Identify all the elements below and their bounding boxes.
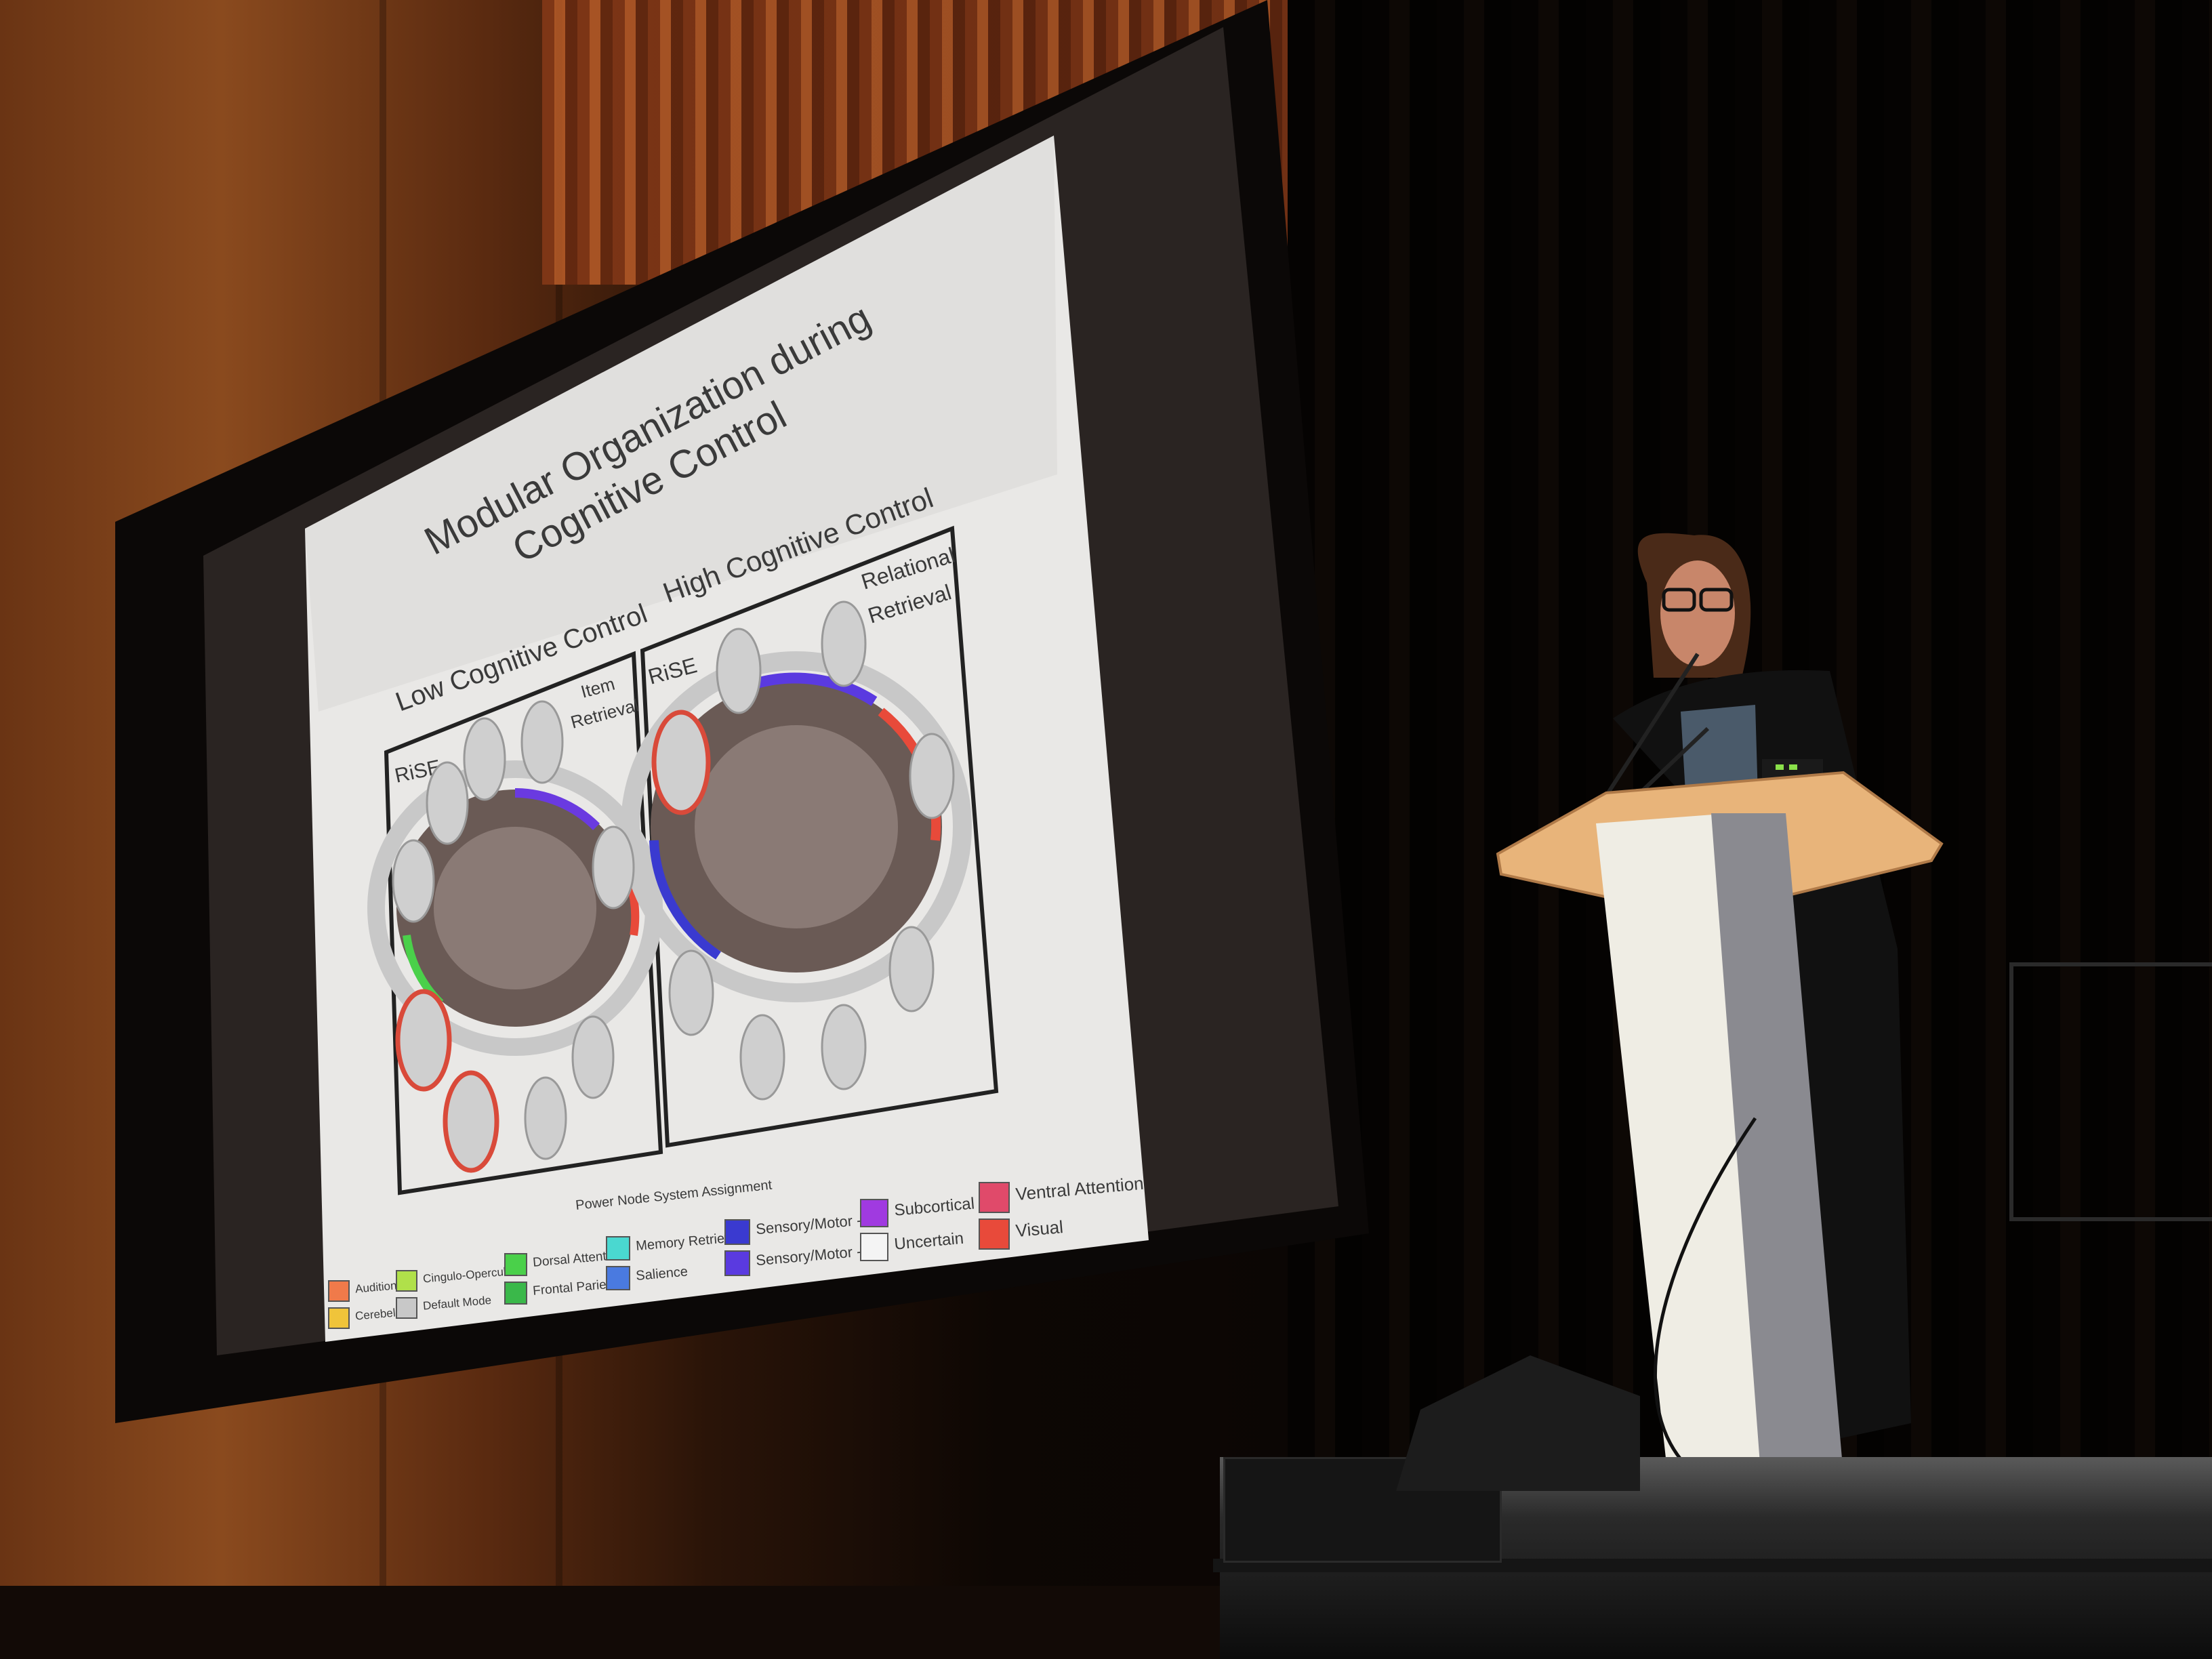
right-panel-box (640, 525, 999, 1148)
right-chord-segment (649, 840, 721, 960)
microphone (1597, 653, 1700, 808)
speaker-face (1660, 560, 1735, 666)
podium-column-shadow (1711, 813, 1843, 1491)
legend-swatch (860, 1233, 888, 1261)
legend-label: Visual (1015, 1216, 1064, 1241)
brain-thumbnail (592, 825, 635, 909)
right-chord-ring (621, 651, 972, 1002)
right-chord-inner (695, 725, 898, 928)
microphone (1638, 726, 1710, 795)
stage-railing (2009, 962, 2212, 1221)
brain-thumbnail (739, 1014, 785, 1101)
speaker-glasses (1699, 588, 1734, 612)
brain-thumbnail (909, 733, 955, 819)
legend-swatch (396, 1297, 417, 1319)
brain-thumbnail (888, 926, 935, 1012)
brain-thumbnail (716, 628, 762, 714)
legend-swatch (979, 1218, 1010, 1250)
brain-thumbnail (668, 949, 714, 1036)
speaker-glasses (1662, 588, 1696, 612)
brain-thumbnail (463, 717, 506, 801)
left-panel-box (384, 651, 663, 1195)
legend-swatch (860, 1199, 888, 1227)
brain-thumbnail (426, 761, 469, 845)
right-brain-thumbnails (668, 600, 955, 1101)
left-chord-segment (514, 788, 600, 830)
legend-swatch (328, 1307, 350, 1329)
podium-indicator-light (1789, 764, 1797, 770)
brain-thumbnail (392, 839, 435, 923)
brain-thumbnail (571, 1015, 615, 1099)
legend-swatch (724, 1250, 750, 1276)
legend-swatch (606, 1236, 630, 1261)
legend-swatch (606, 1266, 630, 1290)
legend-swatch (504, 1253, 527, 1276)
left-chord-inner (434, 827, 596, 989)
slide-header-area (305, 136, 1057, 712)
left-highlighted-brain (443, 1070, 499, 1173)
left-brain-thumbnails (392, 700, 635, 1160)
right-chord-segment (750, 672, 878, 706)
left-connectome-chord (367, 760, 663, 1056)
legend-swatch (328, 1280, 350, 1302)
floor-left (0, 1586, 1220, 1659)
brain-thumbnail (821, 1004, 867, 1090)
legend-swatch (724, 1219, 750, 1245)
right-highlighted-brain (651, 710, 711, 815)
legend-swatch (979, 1182, 1010, 1213)
legend-swatch (504, 1282, 527, 1305)
left-highlighted-brain (395, 989, 452, 1092)
brain-thumbnail (821, 600, 867, 687)
brain-thumbnail (524, 1076, 567, 1160)
podium-indicator-light (1776, 764, 1784, 770)
legend-swatch (396, 1270, 417, 1292)
right-connectome-chord (621, 651, 972, 1002)
brain-thumbnail (520, 700, 564, 784)
